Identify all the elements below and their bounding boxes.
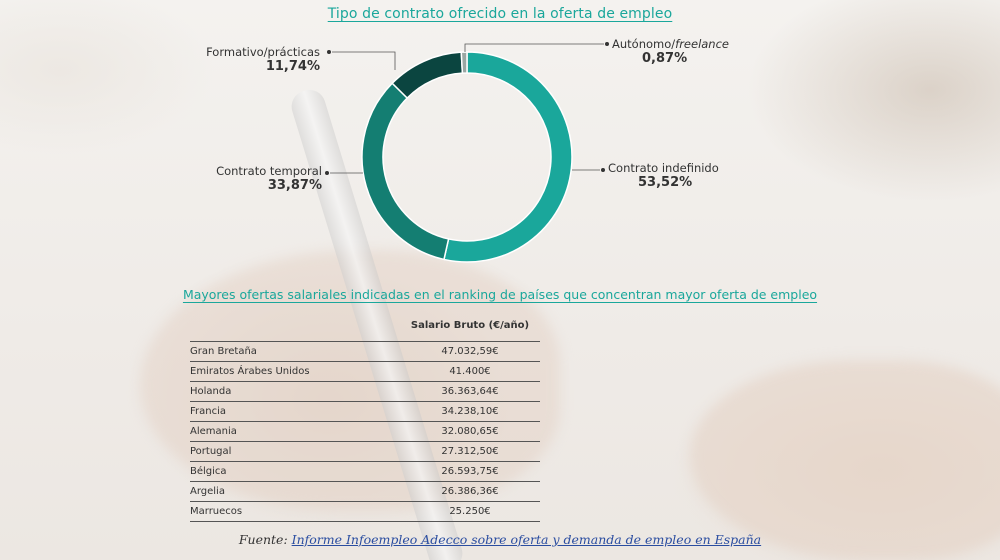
table-cell-country: Gran Bretaña <box>190 341 400 362</box>
source-prefix: Fuente: <box>238 532 292 547</box>
slice-formativo <box>391 51 464 100</box>
table-cell-salary: 47.032,59€ <box>400 341 540 362</box>
label-indefinido-name: Contrato indefinido <box>608 161 719 175</box>
table-cell-salary: 26.386,36€ <box>400 481 540 502</box>
table-cell-salary: 26.593,75€ <box>400 461 540 482</box>
table-cell-salary: 25.250€ <box>400 501 540 522</box>
source-citation: Fuente: Informe Infoempleo Adecco sobre … <box>0 532 1000 547</box>
table-cell-salary: 36.363,64€ <box>400 381 540 402</box>
salary-table: Salario Bruto (€/año) Gran Bretaña 47.032… <box>190 320 540 522</box>
leader-indefinido-dot <box>601 168 605 172</box>
table-row: Emiratos Árabes Unidos 41.400€ <box>190 361 540 382</box>
table-cell-salary: 32.080,65€ <box>400 421 540 442</box>
table-row: Francia 34.238,10€ <box>190 401 540 422</box>
leader-autonomo-dot <box>605 42 609 46</box>
table-header-salary: Salario Bruto (€/año) <box>410 320 530 331</box>
table-row: Gran Bretaña 47.032,59€ <box>190 341 540 362</box>
background-hand-right <box>690 360 1000 560</box>
salary-table-title: Mayores ofertas salariales indicadas en … <box>182 287 818 302</box>
source-link[interactable]: Informe Infoempleo Adecco sobre oferta y… <box>291 532 762 547</box>
table-cell-country: Francia <box>190 401 400 422</box>
label-indefinido-pct: 53,52% <box>638 175 693 191</box>
table-cell-country: Emiratos Árabes Unidos <box>190 361 400 382</box>
label-temporal-pct: 33,87% <box>267 178 322 194</box>
table-cell-salary: 41.400€ <box>400 361 540 382</box>
table-cell-country: Marruecos <box>190 501 400 522</box>
table-cell-country: Portugal <box>190 441 400 462</box>
leader-formativo-dot <box>327 50 331 54</box>
table-header-country <box>190 320 400 342</box>
table-row: Portugal 27.312,50€ <box>190 441 540 462</box>
leader-formativo <box>332 51 396 70</box>
slice-indefinido <box>443 51 573 263</box>
table-row: Alemania 32.080,65€ <box>190 421 540 442</box>
table-cell-salary: 34.238,10€ <box>400 401 540 422</box>
slice-temporal <box>361 82 450 261</box>
table-row: Argelia 26.386,36€ <box>190 481 540 502</box>
table-row: Marruecos 25.250€ <box>190 501 540 522</box>
label-temporal: Contrato temporal 33,87% <box>216 164 322 195</box>
slice-autonomo <box>460 51 468 74</box>
table-cell-salary: 27.312,50€ <box>400 441 540 462</box>
table-cell-country: Alemania <box>190 421 400 442</box>
table-cell-country: Argelia <box>190 481 400 502</box>
salary-table-body: Gran Bretaña 47.032,59€ Emiratos Árabes Un… <box>190 341 540 522</box>
label-indefinido: Contrato indefinido 53,52% <box>608 161 719 192</box>
leader-autonomo <box>464 43 604 52</box>
leader-temporal-dot <box>325 171 329 175</box>
label-formativo: Formativo/prácticas 11,74% <box>206 45 320 76</box>
table-row: Bélgica 26.593,75€ <box>190 461 540 482</box>
label-formativo-pct: 11,74% <box>265 59 320 75</box>
donut-chart <box>325 42 609 263</box>
label-formativo-name: Formativo/prácticas <box>206 45 320 59</box>
label-temporal-name: Contrato temporal <box>216 164 322 178</box>
table-cell-country: Bélgica <box>190 461 400 482</box>
label-autonomo-pct: 0,87% <box>642 51 688 67</box>
label-autonomo-name: Autónomo/freelance <box>612 37 729 51</box>
donut-chart-title: Tipo de contrato ofrecido en la oferta d… <box>327 6 673 22</box>
table-cell-country: Holanda <box>190 381 400 402</box>
table-header-row: Salario Bruto (€/año) <box>190 320 540 342</box>
table-row: Holanda 36.363,64€ <box>190 381 540 402</box>
label-autonomo: Autónomo/freelance 0,87% <box>612 37 729 68</box>
